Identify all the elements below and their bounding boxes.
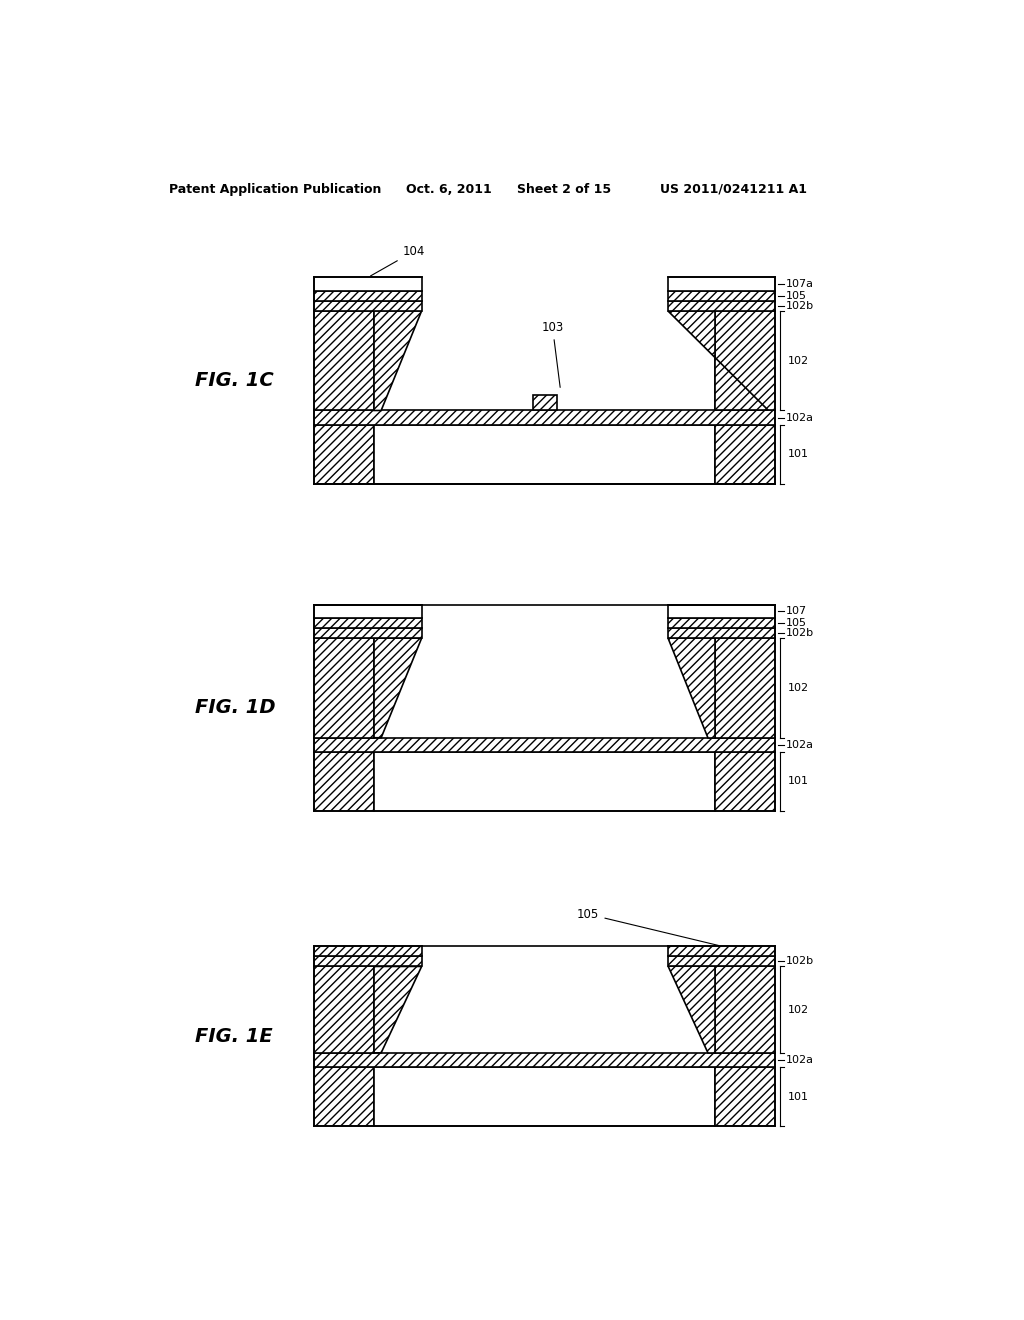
Bar [314, 1067, 374, 1126]
Polygon shape [668, 312, 768, 411]
Polygon shape [374, 312, 422, 411]
Bar [314, 628, 422, 638]
Text: 103: 103 [542, 321, 563, 387]
Bar [314, 290, 422, 301]
Text: 102b: 102b [785, 301, 814, 310]
Text: 102: 102 [787, 355, 809, 366]
Text: 102: 102 [787, 1005, 809, 1015]
Bar [314, 956, 422, 966]
Text: 101: 101 [787, 449, 809, 459]
Bar [668, 301, 775, 312]
Bar [374, 425, 715, 483]
Bar [715, 425, 775, 483]
Bar [314, 638, 374, 738]
Polygon shape [374, 638, 422, 738]
Bar [314, 411, 775, 425]
Bar [314, 605, 422, 618]
Text: 102b: 102b [785, 628, 814, 638]
Text: FIG. 1D: FIG. 1D [196, 698, 276, 717]
Text: US 2011/0241211 A1: US 2011/0241211 A1 [659, 182, 807, 195]
Polygon shape [668, 966, 715, 1053]
Bar [374, 1067, 715, 1126]
Bar [668, 605, 775, 618]
Bar [715, 312, 775, 411]
Bar [314, 946, 422, 956]
Text: 105: 105 [785, 618, 807, 628]
Text: 102b: 102b [785, 957, 814, 966]
Text: Oct. 6, 2011: Oct. 6, 2011 [406, 182, 492, 195]
Bar [715, 966, 775, 1053]
Text: 105: 105 [578, 908, 719, 945]
Bar [314, 425, 374, 483]
Bar [314, 966, 374, 1053]
Text: 102: 102 [787, 682, 809, 693]
Polygon shape [374, 966, 422, 1053]
Text: 105: 105 [785, 290, 807, 301]
Text: 101: 101 [787, 1092, 809, 1101]
Bar [668, 290, 775, 301]
Text: FIG. 1C: FIG. 1C [196, 371, 274, 389]
Text: 102a: 102a [785, 741, 814, 750]
Bar [314, 752, 374, 810]
Text: FIG. 1E: FIG. 1E [196, 1027, 273, 1045]
Bar [715, 638, 775, 738]
Bar [715, 752, 775, 810]
Text: 102a: 102a [785, 1055, 814, 1065]
Text: 107a: 107a [785, 279, 814, 289]
Text: 104: 104 [371, 246, 425, 276]
Text: Sheet 2 of 15: Sheet 2 of 15 [517, 182, 611, 195]
Bar [715, 1067, 775, 1126]
Bar [314, 312, 374, 411]
Text: 102a: 102a [785, 413, 814, 422]
Bar [314, 1053, 775, 1067]
Bar [314, 738, 775, 752]
Bar [314, 618, 422, 628]
Text: 101: 101 [787, 776, 809, 787]
Bar [668, 277, 775, 290]
Text: 107: 107 [785, 606, 807, 616]
Polygon shape [668, 638, 715, 738]
Bar [668, 946, 775, 956]
Bar [374, 752, 715, 810]
Text: Patent Application Publication: Patent Application Publication [169, 182, 382, 195]
Bar [668, 618, 775, 628]
Bar [532, 395, 556, 411]
Bar [314, 277, 422, 290]
Bar [668, 628, 775, 638]
Bar [314, 301, 422, 312]
Bar [668, 956, 775, 966]
